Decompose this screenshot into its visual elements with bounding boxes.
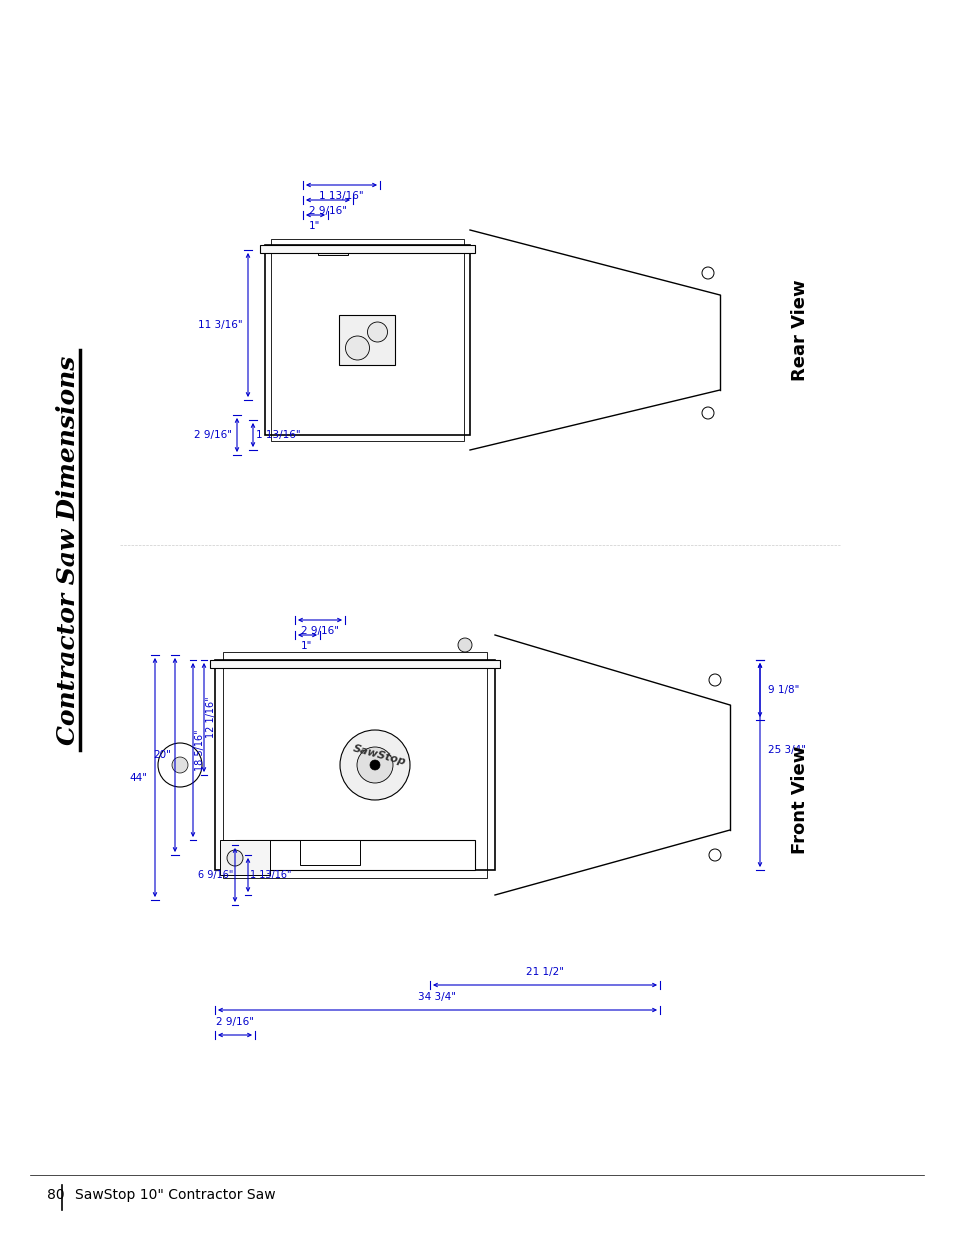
Text: 25 3/4": 25 3/4" bbox=[767, 745, 805, 755]
Circle shape bbox=[339, 730, 410, 800]
Bar bbox=[223, 652, 486, 878]
Bar bbox=[260, 245, 475, 253]
Circle shape bbox=[701, 267, 713, 279]
Circle shape bbox=[370, 760, 379, 769]
Circle shape bbox=[158, 743, 202, 787]
Text: SawStop: SawStop bbox=[352, 743, 407, 767]
Text: 2 9/16": 2 9/16" bbox=[193, 430, 232, 440]
Text: 1 13/16": 1 13/16" bbox=[318, 191, 363, 201]
Circle shape bbox=[701, 408, 713, 419]
Text: 34 3/4": 34 3/4" bbox=[417, 992, 456, 1002]
Text: Rear View: Rear View bbox=[790, 279, 808, 380]
Text: 9 1/8": 9 1/8" bbox=[767, 685, 799, 695]
Bar bbox=[299, 840, 359, 864]
Text: 1": 1" bbox=[309, 221, 320, 231]
Bar bbox=[339, 315, 395, 366]
Bar bbox=[265, 245, 470, 435]
Bar bbox=[214, 659, 495, 869]
Text: 20": 20" bbox=[153, 750, 171, 760]
Circle shape bbox=[227, 850, 243, 866]
Circle shape bbox=[172, 757, 188, 773]
Text: 80: 80 bbox=[47, 1188, 65, 1202]
Text: 18 5/16": 18 5/16" bbox=[194, 729, 205, 771]
Text: 44": 44" bbox=[129, 773, 147, 783]
Text: 11 3/16": 11 3/16" bbox=[198, 320, 243, 330]
Text: 1": 1" bbox=[301, 641, 313, 651]
Bar bbox=[234, 840, 475, 869]
Circle shape bbox=[708, 674, 720, 685]
Text: 1 13/16": 1 13/16" bbox=[250, 869, 292, 881]
Text: 2 9/16": 2 9/16" bbox=[215, 1016, 253, 1028]
Bar bbox=[271, 240, 463, 441]
Bar bbox=[210, 659, 499, 668]
Bar bbox=[220, 840, 270, 876]
Text: Contractor Saw Dimensions: Contractor Saw Dimensions bbox=[56, 356, 80, 745]
Circle shape bbox=[457, 638, 472, 652]
Circle shape bbox=[367, 322, 387, 342]
Text: 2 9/16": 2 9/16" bbox=[309, 206, 347, 216]
Text: Front View: Front View bbox=[790, 746, 808, 855]
Text: 1 13/16": 1 13/16" bbox=[255, 430, 300, 440]
Bar bbox=[317, 245, 348, 254]
Circle shape bbox=[356, 747, 393, 783]
Text: 12 1/16": 12 1/16" bbox=[206, 697, 215, 739]
Circle shape bbox=[708, 848, 720, 861]
Text: 6 9/16": 6 9/16" bbox=[197, 869, 233, 881]
Text: SawStop 10" Contractor Saw: SawStop 10" Contractor Saw bbox=[75, 1188, 275, 1202]
Circle shape bbox=[345, 336, 369, 359]
Text: 2 9/16": 2 9/16" bbox=[301, 626, 338, 636]
Text: 21 1/2": 21 1/2" bbox=[525, 967, 563, 977]
